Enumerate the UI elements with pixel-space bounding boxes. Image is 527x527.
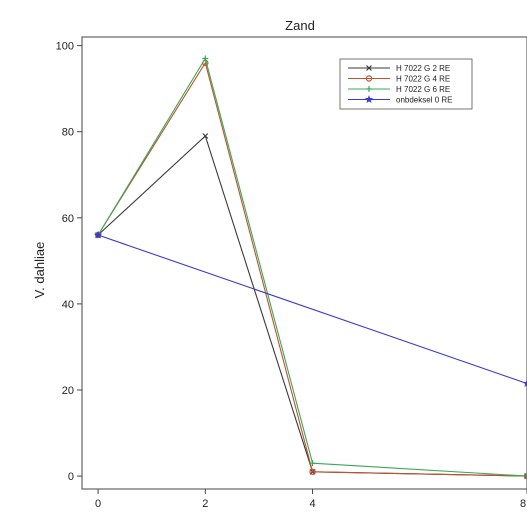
y-axis-label: V. dahliae xyxy=(32,242,47,299)
y-tick-label: 40 xyxy=(62,299,74,311)
legend-label: H 7022 G 4 RE xyxy=(396,75,450,84)
y-tick-label: 80 xyxy=(62,127,74,139)
series-2 xyxy=(95,60,527,478)
series-4 xyxy=(94,231,527,386)
legend-label: H 7022 G 2 RE xyxy=(396,64,450,73)
series-3 xyxy=(95,56,527,480)
series-line xyxy=(98,136,527,476)
x-tick-label: 4 xyxy=(309,498,315,510)
legend-label: onbdeksel 0 RE xyxy=(396,96,452,105)
x-tick-label: 8 xyxy=(520,498,526,510)
data-point xyxy=(523,380,527,387)
series-1 xyxy=(96,134,527,479)
legend: H 7022 G 2 RE H 7022 G 4 REH 7022 G 6 RE o… xyxy=(340,59,472,109)
y-tick-label: 100 xyxy=(56,41,74,53)
legend-label: H 7022 G 6 RE xyxy=(396,85,450,94)
y-tick-label: 0 xyxy=(68,471,74,483)
x-tick-label: 2 xyxy=(202,498,208,510)
series-layer xyxy=(94,56,527,480)
series-line xyxy=(98,59,527,477)
chart-title: Zand xyxy=(285,18,315,33)
series-line xyxy=(98,235,527,384)
y-tick-label: 20 xyxy=(62,385,74,397)
x-tick-label: 0 xyxy=(95,498,101,510)
series-line xyxy=(98,63,527,476)
y-tick-label: 60 xyxy=(62,213,74,225)
